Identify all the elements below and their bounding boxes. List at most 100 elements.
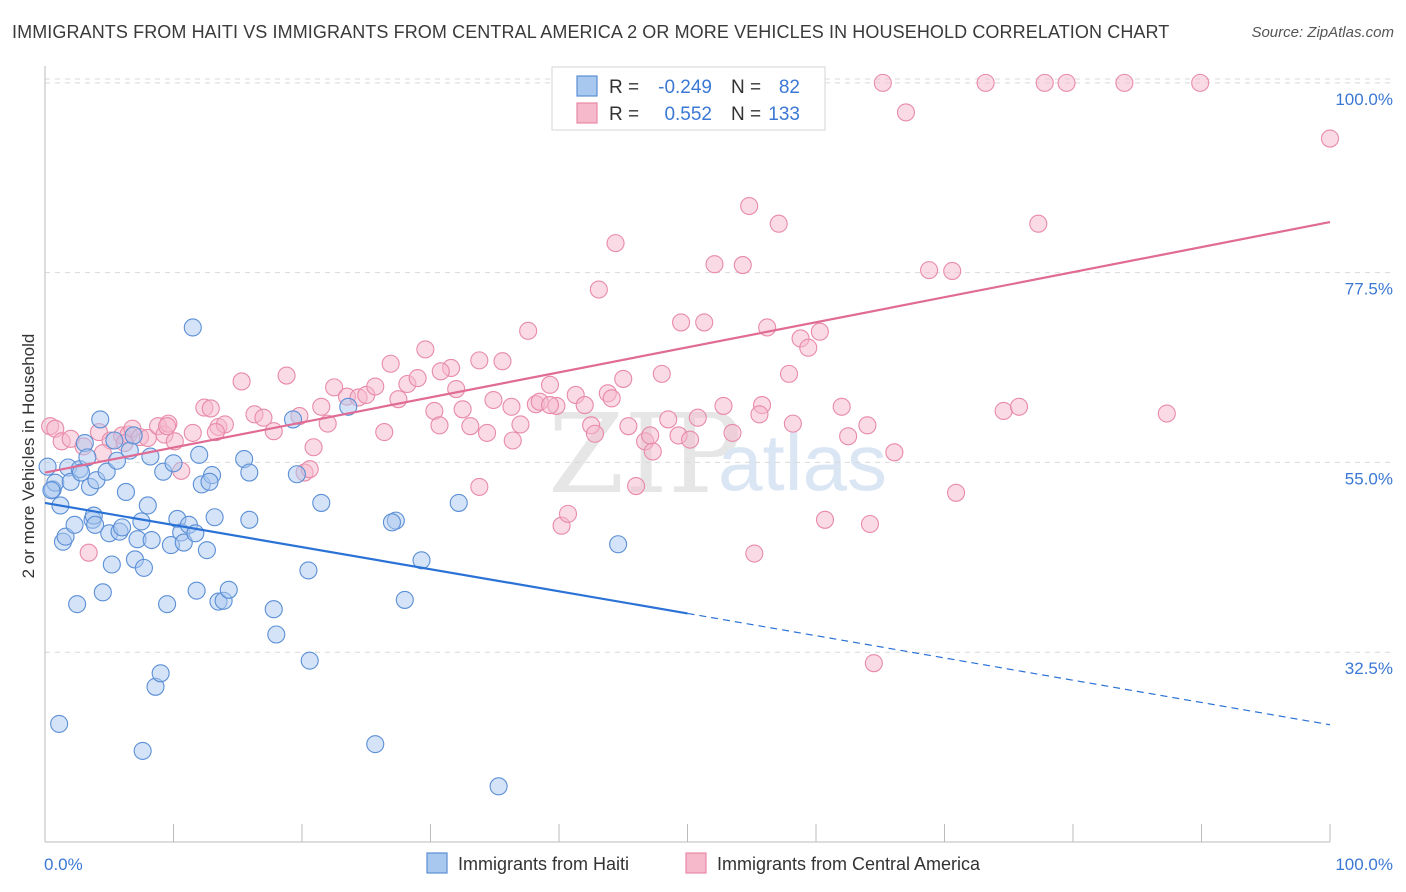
central-america-point <box>943 261 962 281</box>
central-america-point <box>627 477 646 496</box>
haiti-point <box>71 463 91 482</box>
central-america-point <box>79 543 98 562</box>
central-america-point <box>947 483 966 502</box>
haiti-point <box>102 555 121 574</box>
central-america-point <box>810 322 829 341</box>
central-america-point <box>470 351 489 370</box>
central-america-point <box>447 380 466 399</box>
central-america-point <box>695 313 714 332</box>
central-america-point <box>779 364 799 383</box>
legend-n-value-ca: 133 <box>768 104 800 125</box>
central-america-point <box>575 396 594 415</box>
central-america-point <box>519 321 538 340</box>
central-america-point <box>232 372 251 391</box>
central-america-point <box>1157 404 1176 423</box>
haiti-point <box>395 590 414 609</box>
haiti-point <box>138 496 157 515</box>
central-america-point <box>366 377 385 396</box>
haiti-point <box>382 513 402 532</box>
central-america-point <box>381 354 400 373</box>
central-america-point <box>416 340 435 359</box>
central-america-point <box>304 438 323 457</box>
central-america-point <box>659 410 678 429</box>
haiti-point <box>116 482 136 502</box>
y-tick-label: 32.5% <box>1345 659 1393 678</box>
central-america-point <box>860 514 880 534</box>
haiti-point <box>78 448 97 467</box>
legend-n-label-haiti: N = <box>731 77 761 98</box>
central-america-point <box>681 430 700 449</box>
series-legend: Immigrants from Haiti Immigrants from Ce… <box>426 852 981 874</box>
haiti-trend-line-extension <box>687 612 1331 726</box>
haiti-point <box>50 714 69 733</box>
central-america-point <box>585 424 605 443</box>
central-america-point <box>723 423 742 442</box>
central-america-point <box>430 416 449 435</box>
y-axis-label: 2 or more Vehicles in Household <box>19 334 38 579</box>
central-america-point <box>733 256 752 275</box>
haiti-point <box>300 651 319 670</box>
central-america-point <box>453 400 472 419</box>
haiti-point <box>187 581 206 600</box>
central-america-point <box>1029 214 1048 233</box>
central-america-point <box>920 261 939 280</box>
haiti-point <box>105 431 124 450</box>
central-america-point <box>641 426 660 445</box>
central-america-point <box>619 417 638 436</box>
legend-r-label-ca: R = <box>609 104 639 125</box>
central-america-point <box>705 255 724 274</box>
central-america-point <box>652 364 671 383</box>
central-america-point <box>745 544 764 563</box>
haiti-point <box>91 410 110 429</box>
central-america-point <box>277 366 296 385</box>
haiti-point <box>200 472 219 491</box>
haiti-point <box>219 580 238 599</box>
x-tick-label-max: 100.0% <box>1335 855 1393 874</box>
central-america-point <box>688 408 707 427</box>
central-america-point <box>511 415 530 434</box>
central-america-point <box>183 423 202 442</box>
central-america-point <box>470 477 489 496</box>
haiti-point <box>489 777 508 796</box>
chart-title: IMMIGRANTS FROM HAITI VS IMMIGRANTS FROM… <box>12 22 1170 42</box>
haiti-point <box>142 530 161 550</box>
central-america-point <box>254 408 273 427</box>
central-america-point <box>1009 397 1029 416</box>
central-america-point <box>540 375 560 394</box>
haiti-point <box>190 445 209 464</box>
haiti-point <box>86 515 105 534</box>
central-america-point <box>158 417 177 436</box>
legend-swatch-ca <box>576 102 598 124</box>
haiti-point <box>267 625 286 644</box>
axes <box>44 66 1331 843</box>
central-america-point <box>614 369 633 388</box>
central-america-point <box>206 423 225 442</box>
y-tick-label: 77.5% <box>1345 280 1393 299</box>
central-america-point <box>864 654 883 673</box>
central-america-point <box>643 442 662 461</box>
central-america-point <box>896 103 916 122</box>
haiti-point <box>65 515 84 534</box>
haiti-point <box>113 518 132 537</box>
series-legend-label-ca: Immigrants from Central America <box>717 854 981 874</box>
central-america-point <box>493 352 512 371</box>
central-america-point <box>714 396 733 415</box>
central-america-point <box>503 431 522 450</box>
series-legend-swatch-ca <box>685 852 707 874</box>
central-america-point <box>1035 73 1054 92</box>
haiti-point <box>449 493 468 512</box>
central-america-point <box>815 510 835 529</box>
central-america-point <box>502 397 521 416</box>
central-america-point <box>885 443 904 462</box>
central-america-point <box>408 369 427 388</box>
haiti-point <box>299 561 318 580</box>
haiti-point <box>264 600 283 619</box>
central-america-point <box>606 234 625 253</box>
haiti-point <box>197 541 216 560</box>
central-america-point <box>769 214 788 233</box>
haiti-point <box>366 735 385 754</box>
central-america-point <box>1115 73 1134 92</box>
central-america-point <box>672 313 691 332</box>
central-america-point <box>994 401 1013 421</box>
